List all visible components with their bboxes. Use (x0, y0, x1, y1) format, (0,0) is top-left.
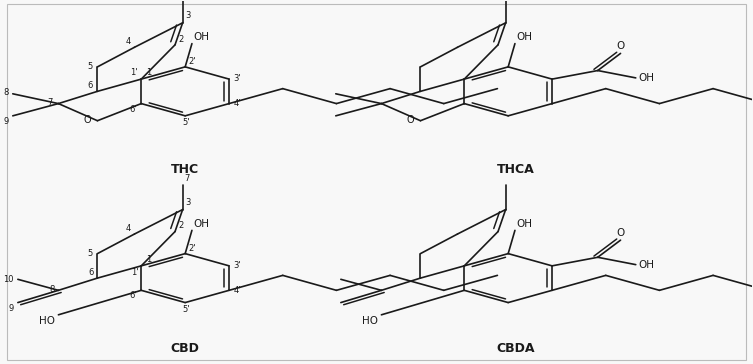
Text: 2: 2 (178, 35, 184, 44)
Text: OH: OH (517, 218, 532, 229)
Text: 5: 5 (87, 249, 92, 258)
Text: O: O (617, 228, 625, 238)
Text: OH: OH (639, 73, 655, 83)
Text: OH: OH (639, 260, 655, 270)
Text: 7: 7 (47, 98, 53, 107)
Text: 2: 2 (178, 222, 184, 230)
Text: 1: 1 (146, 68, 151, 77)
Text: CBD: CBD (171, 342, 200, 355)
Text: THC: THC (171, 163, 200, 176)
Text: 6': 6' (130, 105, 138, 114)
Text: 9: 9 (4, 117, 9, 126)
Text: 6': 6' (130, 292, 138, 300)
Text: HO: HO (362, 316, 379, 326)
Text: 4': 4' (233, 286, 241, 295)
Text: 3: 3 (185, 198, 191, 207)
Text: 10: 10 (4, 275, 14, 284)
Text: 3': 3' (233, 261, 241, 270)
Text: O: O (407, 115, 414, 125)
Text: 2': 2' (188, 57, 196, 66)
Text: 2': 2' (188, 244, 196, 253)
Text: 6: 6 (88, 268, 93, 277)
Text: 1': 1' (130, 68, 138, 77)
Text: 3': 3' (233, 74, 241, 83)
Text: 4': 4' (233, 99, 241, 108)
Text: 5: 5 (87, 62, 92, 71)
Text: O: O (84, 115, 91, 125)
Text: O: O (617, 41, 625, 51)
Text: 1: 1 (146, 255, 151, 264)
Text: 5': 5' (182, 305, 190, 314)
Text: OH: OH (194, 32, 209, 42)
Text: 3: 3 (185, 11, 191, 20)
Text: 4: 4 (126, 223, 131, 233)
Text: 8: 8 (4, 88, 9, 97)
Text: 6: 6 (87, 81, 93, 90)
Text: THCA: THCA (497, 163, 535, 176)
Text: 4: 4 (126, 37, 131, 46)
Text: 8: 8 (49, 285, 55, 294)
Text: HO: HO (39, 316, 56, 326)
Text: 7: 7 (184, 174, 190, 183)
Text: 9: 9 (9, 304, 14, 313)
Text: CBDA: CBDA (496, 342, 535, 355)
Text: 5': 5' (182, 118, 190, 127)
Text: OH: OH (517, 32, 532, 42)
Text: 1': 1' (132, 268, 139, 277)
Text: OH: OH (194, 218, 209, 229)
